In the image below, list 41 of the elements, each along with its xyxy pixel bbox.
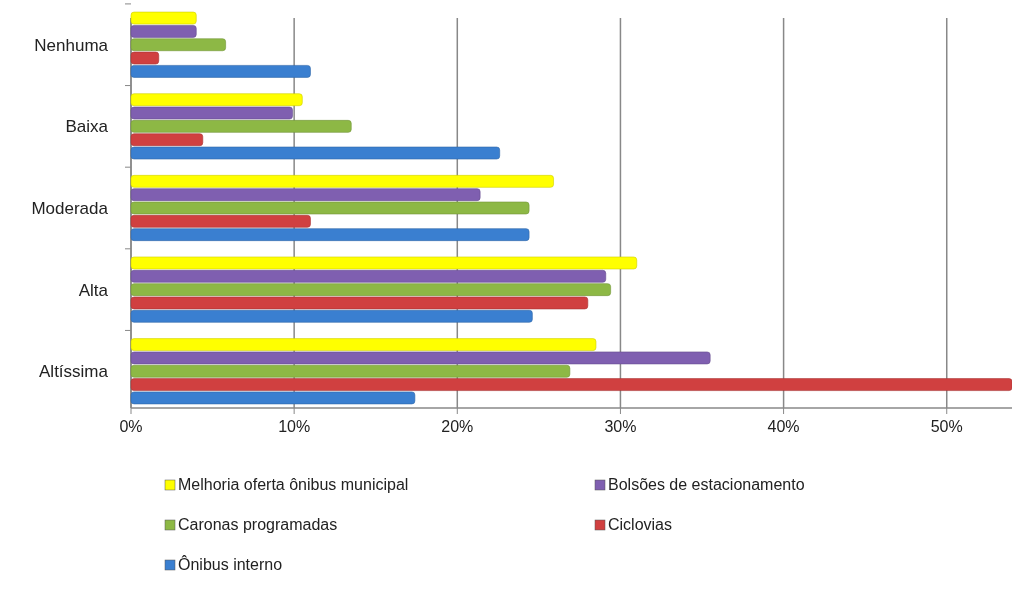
legend-label: Bolsões de estacionamento xyxy=(608,476,805,493)
bar xyxy=(130,364,571,378)
bar xyxy=(130,296,589,310)
x-tick-label: 0% xyxy=(119,418,143,435)
legend-label: Caronas programadas xyxy=(178,516,338,533)
bar xyxy=(130,38,226,52)
y-tick-label: Nenhuma xyxy=(34,35,109,55)
bar xyxy=(130,11,197,25)
bar xyxy=(130,215,311,228)
bar xyxy=(130,146,501,160)
bar xyxy=(130,133,204,146)
bar xyxy=(130,120,352,133)
bar xyxy=(130,175,554,188)
x-tick-label: 30% xyxy=(604,418,637,435)
x-tick-label: 10% xyxy=(278,418,311,435)
x-tick-label: 20% xyxy=(441,418,474,435)
bar xyxy=(130,25,197,38)
bar xyxy=(130,338,597,351)
bar xyxy=(130,93,303,107)
bar xyxy=(130,378,1012,391)
bar xyxy=(130,228,530,241)
x-tick-label: 50% xyxy=(930,418,963,435)
bar xyxy=(130,201,530,215)
y-tick-label: Alta xyxy=(78,280,109,300)
bar xyxy=(130,309,533,323)
legend-label: Melhoria oferta ônibus municipal xyxy=(178,476,409,493)
bar xyxy=(130,188,481,201)
bar xyxy=(130,256,638,270)
bar xyxy=(130,270,607,283)
bar xyxy=(130,51,160,65)
y-tick-label: Altíssima xyxy=(39,362,109,382)
bar xyxy=(130,351,711,365)
bar xyxy=(130,106,293,120)
bar xyxy=(130,391,416,405)
legend-label: Ciclovias xyxy=(608,516,673,533)
x-tick-label: 40% xyxy=(767,418,800,435)
y-tick-label: Moderada xyxy=(31,199,109,218)
legend-label: Ônibus interno xyxy=(178,555,283,573)
bar xyxy=(130,283,611,296)
y-tick-label: Baixa xyxy=(65,117,109,137)
bar xyxy=(130,65,311,78)
